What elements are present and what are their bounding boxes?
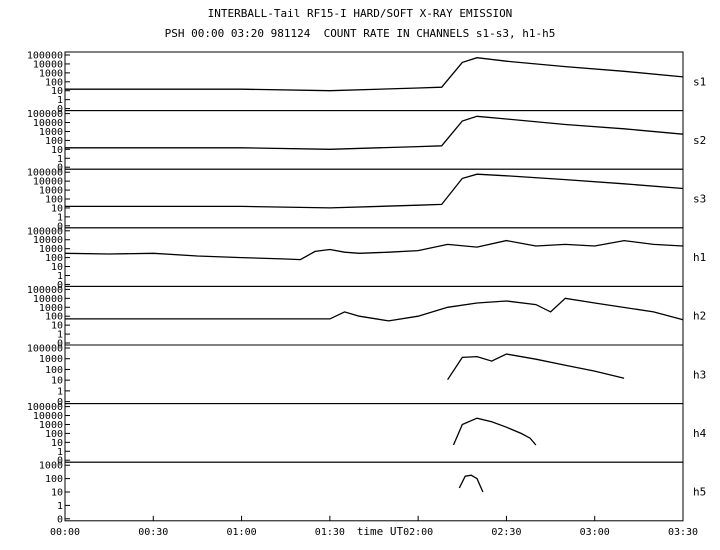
series-line-h3 [447,353,625,381]
panel-frame-s1 [64,51,684,112]
x-tick-label: 00:30 [138,527,168,538]
y-tick-label-h2: 100000 [27,285,63,296]
x-tick-label: 01:00 [227,527,257,538]
y-tick-label-h5: 1000 [39,461,63,472]
y-tick-label-h5: 100 [45,474,63,485]
y-tick-label-s3: 100 [45,195,63,206]
panel-label-h1: h1 [693,251,706,264]
y-tick-label-h2: 100 [45,312,63,323]
x-tick-label: 00:00 [50,527,80,538]
y-tick-label-s1: 1000 [39,68,63,79]
y-tick-label-h3: 100000 [27,344,63,355]
y-tick-label-s2: 10 [51,145,63,156]
y-tick-label-h5: 0 [57,514,63,525]
y-tick-label-s1: 10000 [33,59,63,70]
x-tick-label: 01:30 [315,527,345,538]
panel-label-s2: s2 [693,134,706,147]
y-tick-label-h4: 100 [45,429,63,440]
series-line-h5 [458,474,484,493]
panel-frame-h4 [64,403,684,463]
y-tick-label-h1: 10 [51,262,63,273]
y-tick-label-h3: 0 [57,397,63,408]
y-tick-label-s1: 0 [57,104,63,115]
chart-title: INTERBALL-Tail RF15-I HARD/SOFT X-RAY EM… [207,7,513,20]
y-tick-label-h4: 10000 [33,411,63,422]
y-tick-label-h4: 100000 [27,402,63,413]
y-tick-label-s1: 1 [57,95,63,106]
y-tick-label-h1: 1 [57,271,63,282]
y-tick-label-h4: 10 [51,438,63,449]
y-tick-label-s2: 0 [57,163,63,174]
x-tick-label: 03:00 [580,527,610,538]
y-tick-label-h1: 1000 [39,244,63,255]
y-tick-label-h2: 1 [57,330,63,341]
panel-label-h4: h4 [693,427,707,440]
y-tick-label-h2: 1000 [39,303,63,314]
panel-label-h3: h3 [693,368,706,381]
y-tick-label-s2: 100000 [27,109,63,120]
y-tick-label-h2: 10 [51,321,63,332]
y-tick-label-h5: 1 [57,501,63,512]
y-tick-label-s3: 10000 [33,177,63,188]
panel-frame-h1 [64,227,684,287]
panel-label-s3: s3 [693,193,706,206]
panel-frame-h3 [64,344,684,405]
y-tick-label-h3: 100 [45,365,63,376]
y-tick-label-s2: 1 [57,154,63,165]
y-tick-label-h3: 10 [51,376,63,387]
y-tick-label-s2: 100 [45,136,63,147]
y-tick-label-s2: 10000 [33,118,63,129]
panel-label-s1: s1 [693,75,706,88]
panel-label-h2: h2 [693,310,706,323]
series-line-h4 [452,417,537,446]
y-tick-label-h1: 100000 [27,226,63,237]
y-tick-label-s3: 0 [57,221,63,232]
panel-label-h5: h5 [693,486,706,499]
y-tick-label-h4: 1 [57,447,63,458]
y-tick-label-h1: 0 [57,280,63,291]
y-tick-label-h5: 10 [51,488,63,499]
y-tick-label-h2: 10000 [33,294,63,305]
panel-frame-s2 [64,110,684,170]
series-line-s2 [65,115,684,150]
series-line-s1 [65,57,684,92]
y-tick-label-s3: 1000 [39,186,63,197]
panel-frame-h5 [64,461,684,522]
y-tick-label-h4: 0 [57,456,63,467]
y-tick-label-s3: 100000 [27,168,63,179]
y-tick-label-s3: 10 [51,203,63,214]
panel-frame-h2 [64,285,684,346]
series-line-h2 [65,297,684,322]
y-tick-label-h1: 100 [45,253,63,264]
y-tick-label-s1: 100000 [27,51,63,62]
y-tick-label-s1: 10 [51,86,63,97]
y-tick-label-h2: 0 [57,339,63,350]
series-line-s3 [65,173,684,209]
y-tick-label-s1: 100 [45,77,63,88]
y-tick-label-h3: 1 [57,386,63,397]
panel-frame-s3 [64,168,684,229]
y-tick-label-s3: 1 [57,212,63,223]
x-tick-label: 02:00 [403,527,433,538]
x-axis-label: time UT [356,525,404,538]
x-tick-label: 02:30 [491,527,521,538]
y-tick-label-h4: 1000 [39,420,63,431]
series-line-h1 [64,239,684,261]
y-tick-label-s2: 1000 [39,127,63,138]
chart-subtitle: PSH 00:00 03:20 981124 COUNT RATE IN CHA… [164,27,556,40]
y-tick-label-h1: 10000 [33,235,63,246]
x-tick-label: 03:30 [668,527,698,538]
y-tick-label-h3: 1000 [39,354,63,365]
